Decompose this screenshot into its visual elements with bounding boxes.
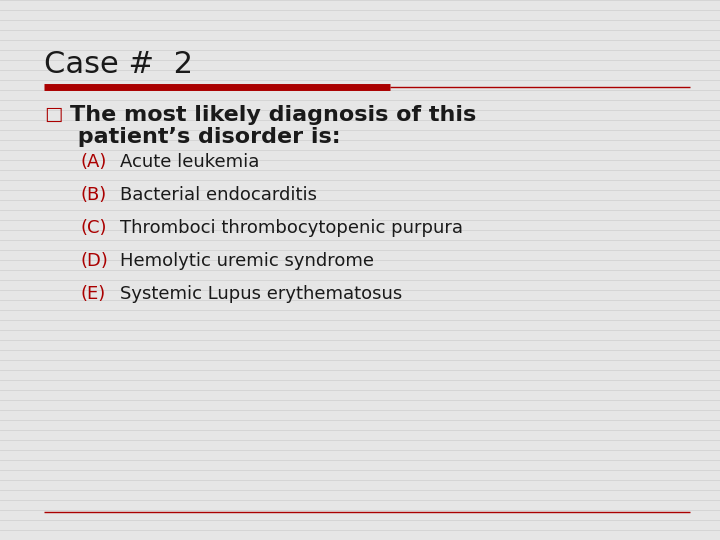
Text: Acute leukemia: Acute leukemia bbox=[120, 153, 259, 171]
Text: patient’s disorder is:: patient’s disorder is: bbox=[70, 127, 341, 147]
Text: Systemic Lupus erythematosus: Systemic Lupus erythematosus bbox=[120, 285, 402, 303]
Text: Bacterial endocarditis: Bacterial endocarditis bbox=[120, 186, 317, 204]
Text: (C): (C) bbox=[80, 219, 107, 237]
Text: Hemolytic uremic syndrome: Hemolytic uremic syndrome bbox=[120, 252, 374, 270]
Text: □: □ bbox=[44, 105, 63, 124]
Text: Thromboci thrombocytopenic purpura: Thromboci thrombocytopenic purpura bbox=[120, 219, 463, 237]
Text: (A): (A) bbox=[80, 153, 107, 171]
Text: (D): (D) bbox=[80, 252, 108, 270]
Text: (B): (B) bbox=[80, 186, 107, 204]
Text: The most likely diagnosis of this: The most likely diagnosis of this bbox=[70, 105, 476, 125]
Text: Case #  2: Case # 2 bbox=[44, 50, 193, 79]
Text: (E): (E) bbox=[80, 285, 105, 303]
